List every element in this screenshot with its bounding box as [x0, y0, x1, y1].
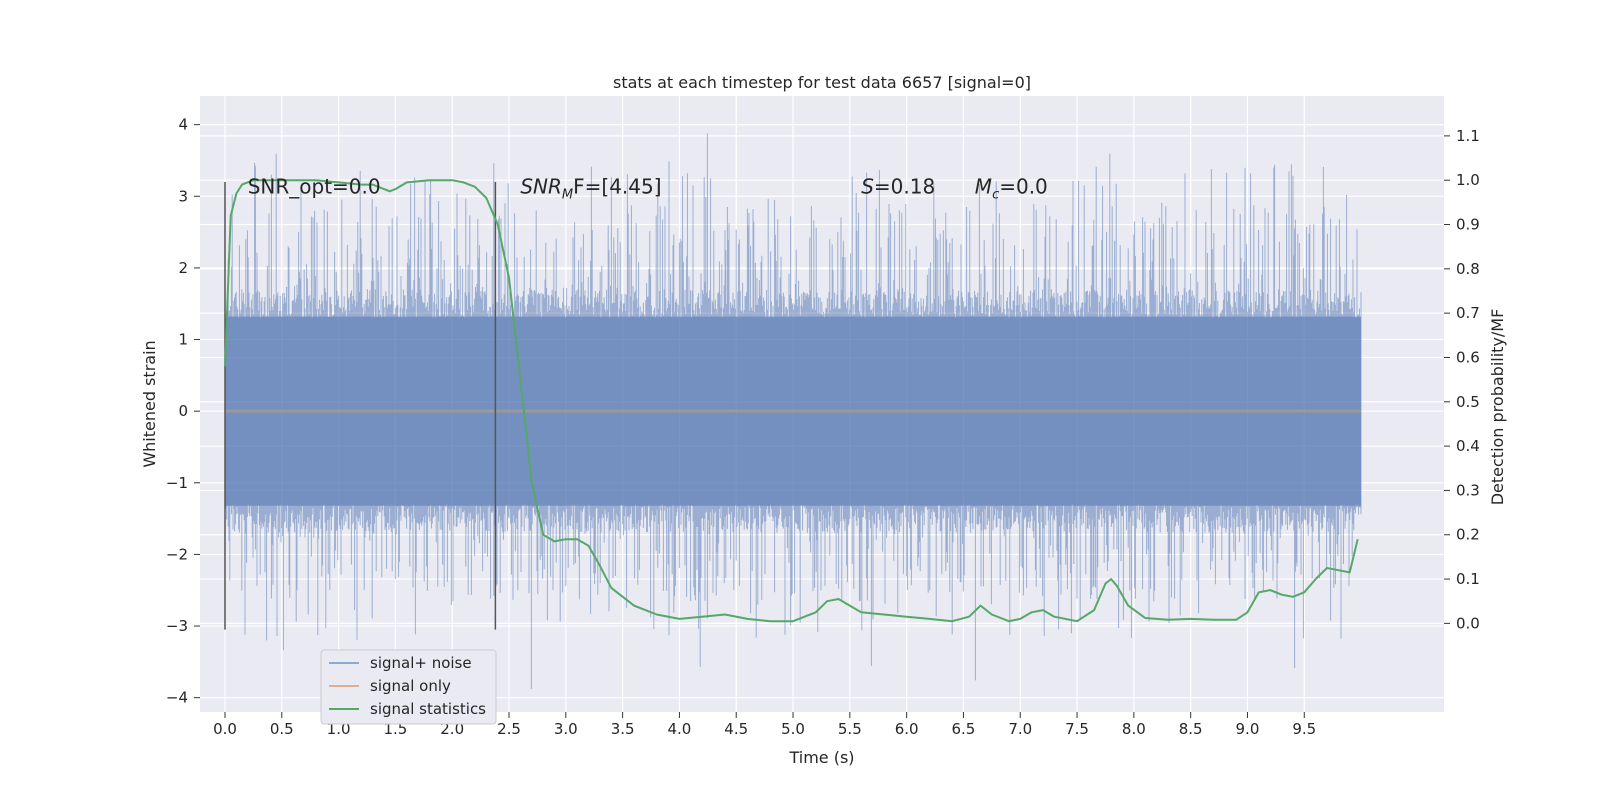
- y2-tick-label: 0.5: [1456, 393, 1480, 411]
- x-tick-label: 6.0: [895, 720, 919, 738]
- y-tick-label: 3: [178, 187, 188, 205]
- y-tick-label: −3: [166, 617, 188, 635]
- x-tick-label: 7.5: [1065, 720, 1089, 738]
- legend-label-signal-statistics: signal statistics: [370, 700, 486, 718]
- y-tick-label: 1: [178, 331, 188, 349]
- x-tick-label: 5.0: [781, 720, 805, 738]
- y2-tick-label: 0.3: [1456, 481, 1480, 499]
- signal-statistics-series: [224, 179, 1359, 623]
- x-tick-label: 9.0: [1236, 720, 1260, 738]
- x-tick-label: 5.5: [838, 720, 862, 738]
- y2-tick-label: 1.0: [1456, 171, 1480, 189]
- legend-label-signal-only: signal only: [370, 677, 451, 695]
- y2-tick-label: 0.1: [1456, 570, 1480, 588]
- signal-statistics-line: [224, 179, 1359, 623]
- y-tick-label: −1: [166, 474, 188, 492]
- x-tick-label: 0.5: [270, 720, 294, 738]
- axis-ticks: 0.0 0.5 1.0 1.5 2.0 2.5 3.0 3.5 4.0 4.5 5.0 5.5 6.0 6…: [166, 116, 1480, 738]
- annotation-3: Mc=0.0: [975, 175, 1048, 203]
- y2-tick-label: 0.6: [1456, 348, 1480, 366]
- x-tick-label: 8.5: [1179, 720, 1203, 738]
- x-tick-label: 3.0: [554, 720, 578, 738]
- y-axis-label: Whitened strain: [140, 340, 159, 467]
- legend-label-signal-noise: signal+ noise: [370, 654, 472, 672]
- x-tick-label: 4.0: [667, 720, 691, 738]
- chart-title: stats at each timestep for test data 665…: [613, 73, 1031, 92]
- x-tick-label: 8.0: [1122, 720, 1146, 738]
- legend-box: [320, 649, 497, 725]
- x-tick-label: 7.0: [1008, 720, 1032, 738]
- y-tick-label: −4: [166, 689, 188, 707]
- annotation-0: SNR_opt=0.0: [248, 175, 381, 199]
- y2-tick-label: 0.0: [1456, 614, 1480, 632]
- annotations: SNR_opt=0.0 SNRMF=[4.45] S=0.18 Mc=0.0: [248, 175, 1048, 203]
- x-tick-label: 4.5: [724, 720, 748, 738]
- annotation-2: S=0.18: [861, 175, 935, 199]
- x-tick-label: 3.5: [611, 720, 635, 738]
- x-tick-label: 9.5: [1292, 720, 1316, 738]
- vertical-markers: [224, 181, 497, 630]
- x-tick-label: 2.5: [497, 720, 521, 738]
- x-tick-label: 6.5: [952, 720, 976, 738]
- y-tick-label: −2: [166, 545, 188, 563]
- x-tick-label: 0.0: [213, 720, 237, 738]
- legend: signal+ noise signal only signal statist…: [320, 649, 497, 725]
- y2-axis-label: Detection probability/MF: [1488, 309, 1507, 506]
- y2-tick-label: 0.9: [1456, 216, 1480, 234]
- annotation-1: SNRMF=[4.45]: [520, 175, 661, 203]
- y-tick-label: 4: [178, 116, 188, 134]
- y2-tick-label: 0.4: [1456, 437, 1480, 455]
- y2-tick-label: 1.1: [1456, 127, 1480, 145]
- y2-tick-label: 0.2: [1456, 526, 1480, 544]
- y-tick-label: 0: [178, 402, 188, 420]
- y2-tick-label: 0.8: [1456, 260, 1480, 278]
- x-axis-label: Time (s): [788, 748, 854, 767]
- y2-tick-label: 0.7: [1456, 304, 1480, 322]
- y-tick-label: 2: [178, 259, 188, 277]
